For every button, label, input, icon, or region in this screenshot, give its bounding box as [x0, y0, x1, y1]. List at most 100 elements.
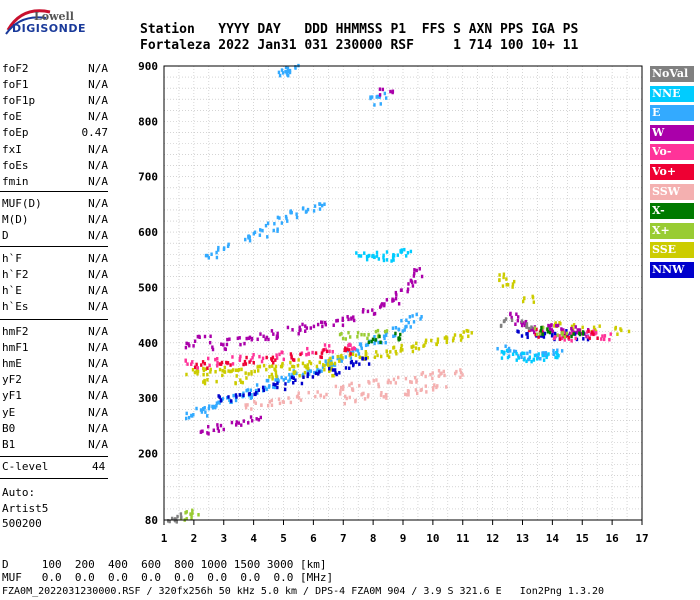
- data-point-vo: [300, 346, 314, 357]
- param-row-hmf1: hmF1 N/A: [2, 341, 108, 355]
- data-point-nne: [511, 351, 526, 362]
- y-tick-label: 600: [138, 226, 158, 239]
- chart-ticks: 1 2 3 4 5 6 7 8 9 10 11 12 13 14 15 16 17802003004005006…: [138, 60, 649, 545]
- param-key: B0: [2, 421, 16, 435]
- data-point-sse: [232, 367, 243, 378]
- digisonde-logo: [5, 9, 51, 35]
- x-tick-label: 13: [516, 532, 529, 545]
- param-row-fmin: fmin N/A: [2, 175, 108, 189]
- param-value: 0.47: [81, 126, 109, 140]
- data-point-sse: [244, 365, 259, 376]
- param-value: N/A: [88, 357, 108, 371]
- x-tick-label: 10: [426, 532, 439, 545]
- legend-item-nnw: NNW: [650, 262, 694, 278]
- data-point-nnw: [272, 381, 287, 392]
- param-value: N/A: [88, 373, 108, 387]
- x-tick-label: 1: [161, 532, 168, 545]
- legend-item-noval: NoVal: [650, 66, 694, 82]
- data-point-w: [256, 332, 270, 342]
- data-point-e: [301, 206, 316, 214]
- auto-label: Auto:: [2, 486, 36, 499]
- header-values: Fortaleza 2022 Jan31 031 230000 RSF 1 71…: [140, 38, 579, 53]
- data-point-w: [509, 311, 520, 323]
- data-point-sse: [318, 356, 332, 368]
- data-point-nne: [533, 352, 548, 362]
- param-separator: [0, 478, 108, 479]
- data-point-x: [367, 334, 382, 345]
- data-point-vo: [585, 329, 598, 339]
- logo-swoosh-icon: [6, 9, 51, 31]
- param-row-foes: foEs N/A: [2, 159, 108, 173]
- data-point-w: [394, 287, 410, 297]
- data-point-e: [184, 411, 195, 421]
- data-point-nnw: [290, 375, 305, 386]
- data-point-vo: [289, 352, 302, 362]
- param-row-fof1: foF1 N/A: [2, 78, 108, 92]
- data-point-ssw: [386, 375, 400, 385]
- data-point-ssw: [414, 384, 428, 396]
- data-point-e: [195, 406, 209, 418]
- x-tick-label: 14: [546, 532, 560, 545]
- param-key: yE: [2, 405, 16, 419]
- param-row-hf: h`F N/A: [2, 252, 108, 266]
- data-point-e: [252, 228, 269, 239]
- data-point-e: [375, 91, 388, 100]
- param-value: N/A: [88, 252, 108, 265]
- param-key: foE: [2, 110, 22, 124]
- auto-version: 500200: [2, 517, 42, 530]
- data-point-sse: [223, 365, 233, 374]
- data-point-w: [378, 302, 386, 309]
- x-tick-label: 2: [191, 532, 198, 545]
- param-separator: [0, 246, 108, 247]
- param-separator: [0, 456, 108, 457]
- param-value: N/A: [88, 268, 108, 282]
- param-value: N/A: [88, 174, 108, 188]
- data-point-e: [313, 202, 326, 211]
- data-point-nnw: [328, 366, 341, 377]
- data-point-vo: [265, 355, 277, 365]
- x-tick-label: 16: [606, 532, 620, 545]
- param-key: foF2: [2, 62, 29, 75]
- d-row: D 100 200 400 600 800 1000 1500 3000 [km…: [2, 558, 327, 571]
- legend-item-x: X+: [650, 222, 694, 239]
- data-point-sse: [209, 367, 224, 378]
- data-point-w: [316, 320, 328, 329]
- x-tick-label: 17: [635, 532, 648, 545]
- data-point-sse: [268, 372, 278, 381]
- data-point-w: [225, 336, 242, 347]
- chart-grid: [163, 65, 643, 520]
- data-point-vo: [314, 348, 329, 360]
- param-separator: [0, 319, 108, 320]
- data-point-vo: [600, 332, 612, 342]
- data-point-ssw: [379, 391, 388, 400]
- data-point-e: [541, 351, 549, 358]
- data-point-e: [244, 234, 252, 243]
- data-point-vo: [194, 360, 209, 370]
- param-value: N/A: [88, 110, 108, 124]
- param-key: B1: [2, 437, 16, 451]
- param-row-md: M(D) N/A: [2, 213, 108, 227]
- data-point-w: [378, 87, 395, 97]
- param-value: N/A: [88, 284, 108, 298]
- data-point-w: [243, 335, 254, 346]
- y-tick-label: 80: [145, 514, 158, 527]
- param-value: N/A: [88, 341, 108, 355]
- param-key: hmF1: [2, 341, 29, 355]
- data-point-e: [289, 209, 299, 220]
- x-tick-label: 6: [310, 532, 317, 545]
- x-tick-label: 9: [400, 532, 407, 545]
- data-point-e: [264, 221, 279, 233]
- param-row-foep: foEp 0.47: [2, 126, 108, 140]
- data-point-vo: [207, 356, 219, 368]
- data-point-sse: [389, 345, 402, 356]
- data-point-w: [247, 415, 262, 425]
- data-point-e: [216, 242, 230, 252]
- data-point-vo: [184, 358, 200, 370]
- data-point-sse: [185, 367, 200, 377]
- data-point-sse: [461, 328, 473, 339]
- data-point-x: [338, 330, 352, 341]
- data-point-nnw: [344, 359, 355, 370]
- param-row-yf2: yF2 N/A: [2, 373, 108, 387]
- param-value: N/A: [88, 94, 108, 108]
- data-point-nne: [522, 355, 536, 364]
